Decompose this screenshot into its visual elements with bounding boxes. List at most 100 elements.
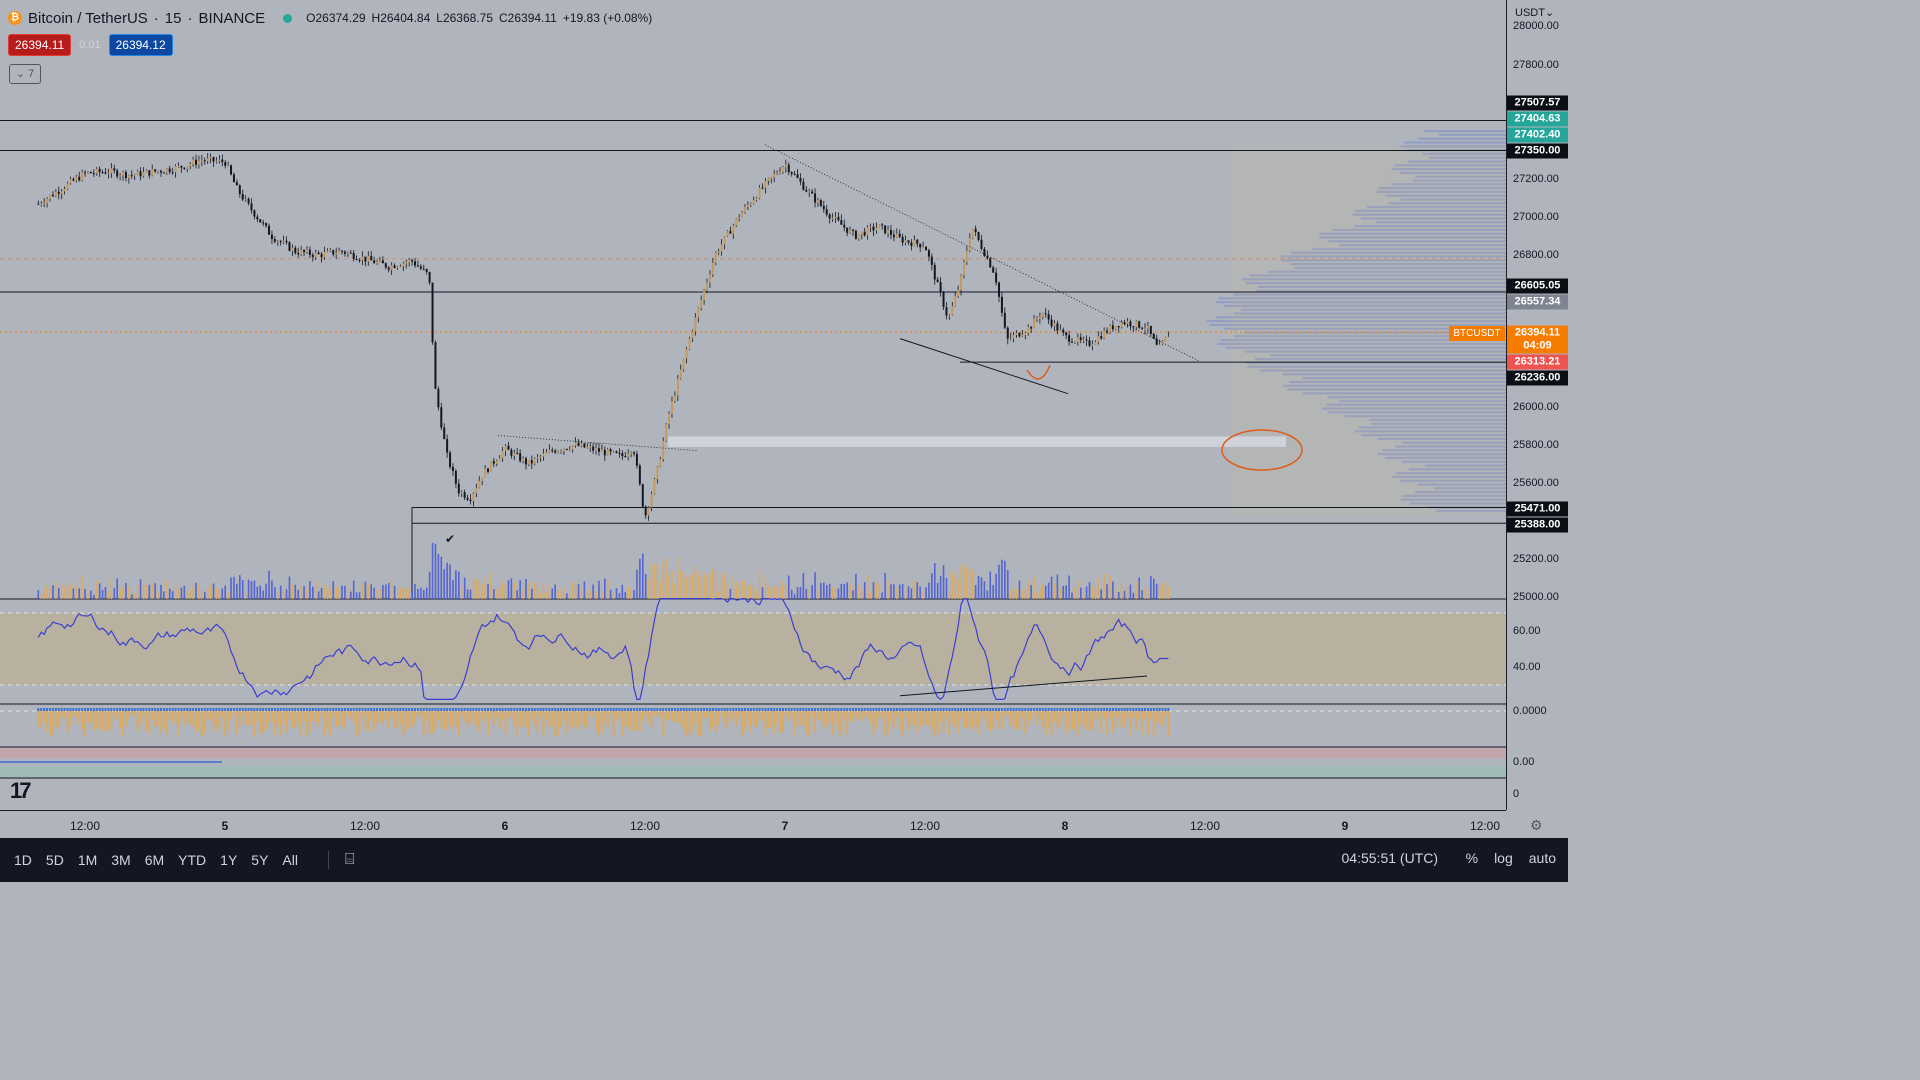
signal-bar — [346, 708, 349, 711]
candle-up — [738, 217, 741, 219]
histogram-bar — [1068, 711, 1071, 730]
indicators-toggle-button[interactable]: ⌄ 7 — [9, 64, 41, 84]
utc-clock[interactable]: 04:55:51 (UTC) — [1341, 850, 1438, 866]
range-button-all[interactable]: All — [282, 852, 298, 868]
candle-up — [197, 160, 200, 165]
histogram-bar — [919, 711, 922, 726]
signal-bar — [148, 708, 151, 711]
signal-bar — [735, 708, 738, 711]
price-chart[interactable]: ✔ — [0, 0, 1506, 810]
volume-bar — [1047, 582, 1050, 599]
signal-bar — [355, 708, 358, 711]
range-button-1m[interactable]: 1M — [77, 852, 98, 868]
price-level-label[interactable]: 26605.05 — [1507, 278, 1568, 294]
candle-up — [697, 308, 700, 318]
market-open-dot — [283, 13, 293, 23]
volume-bar — [869, 591, 872, 599]
volume-bar — [574, 582, 577, 599]
range-button-3m[interactable]: 3M — [111, 852, 131, 868]
candle-down — [449, 452, 452, 468]
volume-bar — [387, 583, 390, 599]
price-level-label[interactable]: 27350.00 — [1507, 143, 1568, 159]
price-level-label[interactable]: 25471.00 — [1507, 501, 1568, 517]
indicator-tick: 0 — [1513, 788, 1520, 800]
histogram-bar — [516, 711, 519, 736]
signal-bar — [1047, 708, 1050, 711]
price-level-label[interactable]: 27507.57 — [1507, 95, 1568, 111]
histogram-bar — [565, 711, 568, 734]
volume-bar — [498, 586, 501, 599]
signal-bar — [1146, 708, 1149, 711]
price-level-label[interactable]: 26313.21 — [1507, 354, 1568, 370]
interval-label[interactable]: 15 — [164, 9, 182, 27]
date-range-icon[interactable]: ⌸ — [327, 851, 355, 869]
histogram-bar — [367, 711, 370, 732]
signal-bar — [554, 708, 557, 711]
time-axis[interactable]: 12:00 5 12:00 6 12:00 7 12:00 8 12:00 9 12:00 ⚙ — [0, 810, 1543, 839]
volume-bar — [399, 587, 402, 599]
price-level-label[interactable]: 26557.34 — [1507, 294, 1568, 310]
volume-bar — [580, 586, 583, 599]
range-button-1d[interactable]: 1D — [14, 852, 32, 868]
candle-up — [127, 175, 130, 179]
volume-bar — [1082, 593, 1085, 599]
candle-down — [203, 160, 206, 162]
price-level-label[interactable]: 27404.63 — [1507, 111, 1568, 127]
signal-bar — [69, 708, 72, 711]
scale-option-log[interactable]: log — [1494, 850, 1513, 866]
volume-bar — [855, 573, 857, 599]
candle-up — [720, 244, 723, 252]
candle-up — [714, 252, 717, 263]
histogram-bar — [414, 711, 417, 723]
candle-up — [922, 246, 925, 248]
price-level-label[interactable]: 04:09 — [1507, 338, 1568, 354]
candle-up — [717, 251, 720, 253]
volume-bar — [1004, 560, 1006, 599]
price-axis[interactable]: USDT⌄ 27800.0027600.0027200.0027000.0026… — [1449, 0, 1569, 810]
time-tick: 12:00 — [1469, 819, 1501, 833]
symbol-name[interactable]: Bitcoin / TetherUS — [28, 9, 148, 27]
gear-icon[interactable]: ⚙ — [1530, 817, 1543, 833]
histogram-bar — [691, 711, 694, 732]
histogram-bar — [583, 711, 586, 726]
price-level-label[interactable]: 26394.11 — [1507, 325, 1568, 341]
volume-bar — [586, 590, 589, 599]
volume-bar — [697, 571, 700, 599]
scale-option-auto[interactable]: auto — [1528, 850, 1556, 866]
currency-selector[interactable]: USDT⌄ — [1515, 6, 1554, 19]
histogram-bar — [308, 711, 311, 732]
volume-bar — [787, 575, 790, 599]
price-level-label[interactable]: 25388.00 — [1507, 517, 1568, 533]
histogram-bar — [335, 711, 338, 728]
volume-bar — [1021, 590, 1024, 599]
volume-bar — [314, 580, 317, 599]
scale-option-percent[interactable]: % — [1465, 850, 1479, 866]
candle-up — [504, 445, 507, 452]
range-button-ytd[interactable]: YTD — [178, 852, 207, 868]
volume-bar — [1006, 570, 1009, 599]
volume-profile-row — [1327, 396, 1506, 399]
candle-down — [253, 210, 256, 217]
histogram-bar — [571, 711, 574, 729]
volume-profile-row — [1424, 464, 1506, 467]
histogram-bar — [314, 711, 317, 723]
volume-profile-row — [1240, 308, 1506, 311]
candle-down — [238, 185, 241, 194]
volume-bar — [790, 589, 793, 599]
volume-profile-row — [1280, 259, 1506, 262]
price-level-label[interactable]: 27402.40 — [1507, 127, 1568, 143]
signal-bar — [411, 708, 414, 711]
histogram-bar — [726, 711, 729, 728]
range-button-5y[interactable]: 5Y — [251, 852, 269, 868]
range-button-1y[interactable]: 1Y — [220, 852, 238, 868]
volume-bar — [901, 583, 904, 599]
candle-up — [522, 458, 525, 462]
signal-bar — [565, 708, 568, 711]
price-level-label[interactable]: 26236.00 — [1507, 370, 1568, 386]
tradingview-logo[interactable]: 17 — [10, 778, 32, 803]
range-button-6m[interactable]: 6M — [144, 852, 165, 868]
range-button-5d[interactable]: 5D — [45, 852, 64, 868]
sell-button[interactable]: 26394.11 — [8, 34, 72, 56]
histogram-bar — [1152, 711, 1155, 737]
buy-button[interactable]: 26394.12 — [108, 34, 173, 56]
